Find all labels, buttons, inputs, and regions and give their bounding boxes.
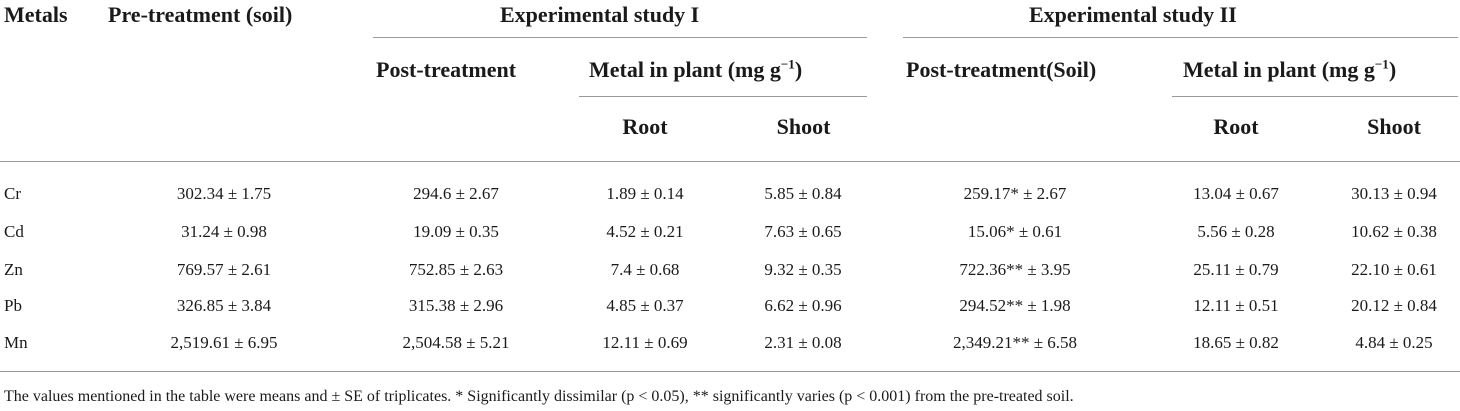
row-zn-shoot2: 22.10 ± 0.61 [1351,260,1437,279]
row-pb-post1: 315.38 ± 2.96 [408,296,504,315]
header-metals: Metals [4,2,68,27]
row-pb-metal: Pb [4,296,22,315]
row-pb-pre: 326.85 ± 3.84 [176,296,272,315]
header-shoot-2: Shoot [1367,114,1421,139]
row-mn-pre: 2,519.61 ± 6.95 [170,333,278,352]
header-pre-treatment: Pre-treatment (soil) [108,2,293,27]
row-cr-root2: 13.04 ± 0.67 [1193,184,1279,203]
header-root-2: Root [1213,114,1259,139]
row-mn-metal: Mn [4,333,28,352]
row-pb-shoot2: 20.12 ± 0.84 [1351,296,1437,315]
unit-exponent-2: −1 [1374,56,1389,72]
row-mn-post2: 2,349.21** ± 6.58 [952,333,1078,352]
row-pb-shoot1: 6.62 ± 0.96 [764,296,842,315]
row-pb-root2: 12.11 ± 0.51 [1193,296,1279,315]
rule-study-1 [373,37,867,38]
rule-metal-in-plant-1 [579,96,867,97]
row-zn-post1: 752.85 ± 2.63 [408,260,504,279]
unit-close-2: ) [1388,57,1397,82]
row-cr-metal: Cr [4,184,21,203]
row-zn-root1: 7.4 ± 0.68 [610,260,680,279]
header-shoot-1: Shoot [776,114,831,139]
row-cd-pre: 31.24 ± 0.98 [181,222,267,241]
row-cr-shoot1: 5.85 ± 0.84 [764,184,842,203]
rule-metal-in-plant-2 [1172,96,1458,97]
rule-header-bottom [0,161,1460,162]
row-cd-shoot2: 10.62 ± 0.38 [1351,222,1437,241]
row-mn-root1: 12.11 ± 0.69 [602,333,688,352]
row-mn-post1: 2,504.58 ± 5.21 [402,333,510,352]
rule-table-bottom [0,371,1460,372]
row-zn-post2: 722.36** ± 3.95 [959,260,1071,279]
header-root-1: Root [622,114,668,139]
table-footnote: The values mentioned in the table were m… [4,388,1074,405]
row-zn-shoot1: 9.32 ± 0.35 [764,260,842,279]
header-metal-in-plant-1: Metal in plant (mg g−1) [589,57,802,83]
row-pb-root1: 4.85 ± 0.37 [606,296,684,315]
row-cd-root2: 5.56 ± 0.28 [1197,222,1275,241]
row-cd-post2: 15.06* ± 0.61 [967,222,1063,241]
header-experimental-study-1: Experimental study I [500,2,700,27]
row-cr-pre: 302.34 ± 1.75 [176,184,272,203]
header-experimental-study-2: Experimental study II [1029,2,1237,27]
row-zn-root2: 25.11 ± 0.79 [1193,260,1279,279]
row-cr-shoot2: 30.13 ± 0.94 [1351,184,1437,203]
rule-study-2 [903,37,1458,38]
row-pb-post2: 294.52** ± 1.98 [959,296,1071,315]
row-mn-shoot1: 2.31 ± 0.08 [764,333,842,352]
header-post-treatment-1: Post-treatment [376,57,517,82]
header-metal-in-plant-2: Metal in plant (mg g−1) [1183,57,1396,83]
row-mn-shoot2: 4.84 ± 0.25 [1355,333,1433,352]
row-cr-post1: 294.6 ± 2.67 [413,184,499,203]
row-cd-metal: Cd [4,222,24,241]
row-zn-metal: Zn [4,260,23,279]
row-mn-root2: 18.65 ± 0.82 [1193,333,1279,352]
row-cd-shoot1: 7.63 ± 0.65 [764,222,842,241]
row-cd-root1: 4.52 ± 0.21 [606,222,684,241]
unit-exponent-1: −1 [780,56,795,72]
metal-in-plant-1-text: Metal in plant (mg g [589,57,781,82]
row-zn-pre: 769.57 ± 2.61 [176,260,272,279]
unit-close-1: ) [794,57,803,82]
row-cd-post1: 19.09 ± 0.35 [413,222,499,241]
metal-in-plant-2-text: Metal in plant (mg g [1183,57,1375,82]
row-cr-root1: 1.89 ± 0.14 [606,184,684,203]
row-cr-post2: 259.17* ± 2.67 [963,184,1067,203]
header-post-treatment-2: Post-treatment(Soil) [906,57,1097,82]
